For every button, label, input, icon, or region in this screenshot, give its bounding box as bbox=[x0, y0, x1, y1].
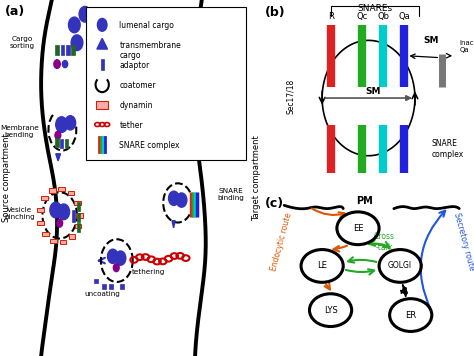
Circle shape bbox=[98, 19, 107, 31]
Text: SNARE
binding: SNARE binding bbox=[218, 188, 245, 200]
FancyBboxPatch shape bbox=[37, 221, 44, 225]
FancyBboxPatch shape bbox=[55, 45, 59, 55]
Text: SNARE
complex: SNARE complex bbox=[432, 139, 464, 159]
Text: Target compartment: Target compartment bbox=[252, 135, 261, 221]
FancyBboxPatch shape bbox=[119, 284, 124, 289]
Text: LE: LE bbox=[317, 261, 327, 271]
FancyBboxPatch shape bbox=[109, 284, 113, 289]
Circle shape bbox=[50, 202, 62, 218]
Circle shape bbox=[57, 219, 63, 227]
Circle shape bbox=[79, 6, 91, 22]
Text: LYS: LYS bbox=[324, 306, 337, 315]
FancyBboxPatch shape bbox=[61, 44, 64, 55]
Text: Vesicle
fusion: Vesicle fusion bbox=[212, 93, 237, 106]
Text: SNAREs: SNAREs bbox=[357, 4, 392, 13]
Polygon shape bbox=[97, 38, 108, 49]
Circle shape bbox=[115, 251, 126, 265]
FancyBboxPatch shape bbox=[60, 138, 63, 147]
FancyBboxPatch shape bbox=[69, 234, 75, 239]
Text: uncoating: uncoating bbox=[84, 291, 120, 297]
Text: Qa: Qa bbox=[399, 12, 410, 21]
Text: coatomer: coatomer bbox=[119, 81, 156, 90]
FancyBboxPatch shape bbox=[74, 224, 81, 229]
FancyBboxPatch shape bbox=[50, 239, 57, 243]
Text: (c): (c) bbox=[265, 197, 284, 210]
Text: Source compartment: Source compartment bbox=[2, 134, 11, 222]
Text: cargo: cargo bbox=[119, 51, 141, 60]
Circle shape bbox=[90, 17, 101, 33]
Text: SM: SM bbox=[365, 87, 381, 96]
FancyBboxPatch shape bbox=[71, 45, 75, 55]
Circle shape bbox=[176, 91, 187, 105]
Circle shape bbox=[179, 81, 185, 90]
FancyBboxPatch shape bbox=[60, 240, 66, 244]
FancyBboxPatch shape bbox=[49, 188, 55, 193]
Text: transmembrane: transmembrane bbox=[119, 41, 181, 50]
FancyBboxPatch shape bbox=[55, 138, 59, 147]
FancyBboxPatch shape bbox=[37, 208, 44, 212]
Circle shape bbox=[58, 204, 70, 220]
Text: Cargo
sorting: Cargo sorting bbox=[10, 36, 35, 49]
Text: SM: SM bbox=[423, 36, 439, 45]
Text: Vesicle
pinching: Vesicle pinching bbox=[5, 207, 35, 220]
FancyBboxPatch shape bbox=[64, 139, 68, 148]
Circle shape bbox=[176, 193, 187, 207]
Text: dynamin: dynamin bbox=[119, 101, 153, 110]
FancyBboxPatch shape bbox=[58, 187, 65, 191]
Polygon shape bbox=[172, 221, 175, 228]
Circle shape bbox=[63, 61, 68, 68]
Text: EE: EE bbox=[353, 224, 363, 233]
Text: Endocytic route: Endocytic route bbox=[269, 211, 293, 272]
Text: (b): (b) bbox=[265, 6, 286, 19]
Circle shape bbox=[65, 116, 76, 130]
FancyBboxPatch shape bbox=[77, 202, 80, 211]
FancyBboxPatch shape bbox=[93, 279, 98, 283]
Text: Sec17/18: Sec17/18 bbox=[286, 78, 295, 114]
FancyBboxPatch shape bbox=[77, 213, 80, 221]
Text: Secretory route: Secretory route bbox=[453, 211, 474, 271]
FancyBboxPatch shape bbox=[42, 232, 49, 236]
Circle shape bbox=[169, 191, 179, 205]
Text: tethering: tethering bbox=[132, 269, 165, 275]
Text: Cross
-talk: Cross -talk bbox=[374, 232, 395, 252]
Text: GOLGI: GOLGI bbox=[388, 261, 412, 271]
Circle shape bbox=[68, 17, 80, 33]
FancyBboxPatch shape bbox=[41, 196, 48, 200]
Circle shape bbox=[71, 35, 83, 51]
Text: Inactive
Qa: Inactive Qa bbox=[459, 40, 474, 53]
Text: SNARE complex: SNARE complex bbox=[119, 141, 180, 150]
Circle shape bbox=[108, 249, 118, 263]
Text: R: R bbox=[328, 12, 334, 21]
Circle shape bbox=[55, 131, 61, 139]
FancyBboxPatch shape bbox=[66, 44, 70, 55]
FancyBboxPatch shape bbox=[77, 224, 80, 232]
FancyBboxPatch shape bbox=[100, 59, 104, 70]
FancyBboxPatch shape bbox=[96, 101, 108, 109]
Text: adaptor: adaptor bbox=[119, 61, 150, 70]
Circle shape bbox=[56, 117, 67, 132]
Circle shape bbox=[54, 60, 60, 68]
Text: PM: PM bbox=[356, 196, 373, 206]
Text: lumenal cargo: lumenal cargo bbox=[119, 21, 174, 30]
Text: (a): (a) bbox=[5, 5, 26, 19]
FancyBboxPatch shape bbox=[101, 284, 106, 289]
FancyBboxPatch shape bbox=[74, 201, 81, 205]
Text: tether: tether bbox=[119, 121, 143, 130]
Circle shape bbox=[113, 264, 119, 272]
FancyBboxPatch shape bbox=[86, 7, 246, 160]
FancyBboxPatch shape bbox=[67, 191, 74, 195]
Text: Membrane
bending: Membrane bending bbox=[0, 125, 39, 138]
Text: ER: ER bbox=[405, 310, 416, 320]
Text: Qb: Qb bbox=[377, 12, 389, 21]
FancyBboxPatch shape bbox=[73, 210, 75, 222]
FancyBboxPatch shape bbox=[76, 213, 83, 218]
Text: Qc: Qc bbox=[356, 12, 368, 21]
Polygon shape bbox=[56, 154, 61, 161]
